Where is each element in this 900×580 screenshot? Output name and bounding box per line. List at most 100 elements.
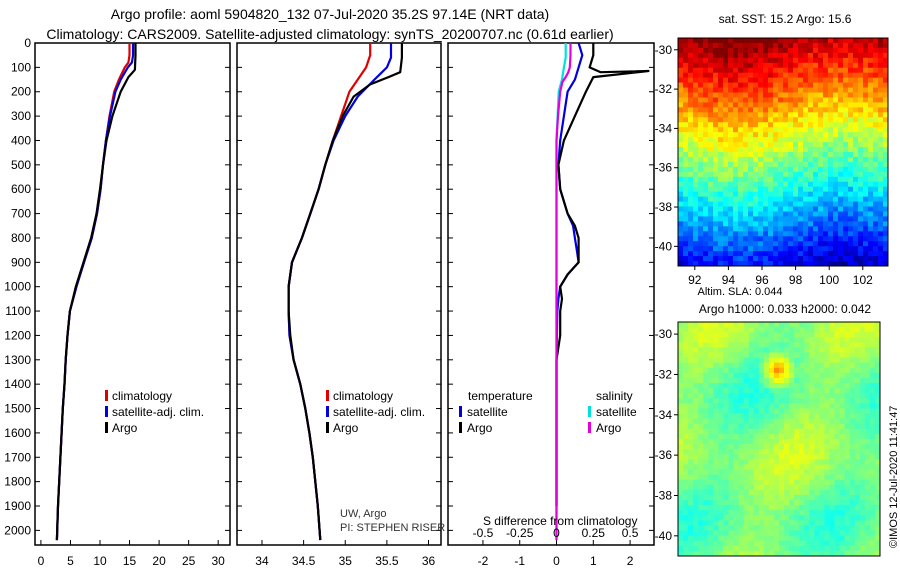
map-cell bbox=[863, 226, 869, 232]
map-cell bbox=[718, 408, 724, 414]
map-cell bbox=[803, 166, 809, 173]
map-cell bbox=[763, 484, 770, 491]
map-cell bbox=[758, 393, 765, 399]
map-cell bbox=[713, 352, 719, 359]
map-cell bbox=[763, 216, 769, 222]
map-cell bbox=[698, 236, 704, 242]
map-cell bbox=[683, 231, 689, 237]
map-cell bbox=[748, 256, 754, 262]
map-cell bbox=[733, 166, 739, 173]
map-cell bbox=[753, 241, 759, 247]
map-cell bbox=[728, 256, 734, 262]
map-cell bbox=[738, 439, 745, 445]
map-cell bbox=[854, 428, 861, 435]
map-cell bbox=[718, 156, 724, 163]
map-cell bbox=[703, 216, 709, 222]
map-cell bbox=[683, 241, 689, 247]
map-cell bbox=[819, 372, 825, 379]
map-cell bbox=[793, 52, 799, 59]
map-cell bbox=[849, 418, 856, 425]
map-cell bbox=[788, 47, 794, 54]
map-cell bbox=[773, 393, 780, 399]
map-cell bbox=[738, 408, 745, 414]
map-cell bbox=[743, 186, 749, 193]
map-cell bbox=[693, 137, 699, 143]
map-cell bbox=[728, 236, 734, 242]
map-cell bbox=[693, 107, 699, 113]
map-cell bbox=[823, 156, 829, 163]
sst-heatmap bbox=[678, 38, 889, 267]
map-cell bbox=[733, 112, 739, 118]
map-cell bbox=[808, 256, 814, 262]
map-cell bbox=[799, 489, 805, 496]
map-cell bbox=[868, 77, 874, 84]
map-cell bbox=[878, 62, 884, 69]
map-cell bbox=[849, 433, 856, 440]
map-cell bbox=[869, 413, 876, 420]
map-cell bbox=[818, 231, 824, 237]
map-cell bbox=[733, 241, 739, 247]
map-cell bbox=[678, 102, 684, 108]
map-cell bbox=[788, 122, 794, 128]
map-cell bbox=[864, 347, 871, 353]
map-cell bbox=[703, 454, 709, 460]
map-cell bbox=[779, 398, 785, 404]
map-cell bbox=[793, 57, 799, 64]
map-cell bbox=[794, 459, 800, 465]
map-cell bbox=[844, 352, 851, 359]
map-cell bbox=[688, 439, 694, 445]
map-cell bbox=[753, 377, 760, 384]
map-cell bbox=[678, 47, 684, 54]
map-cell bbox=[718, 494, 724, 501]
map-cell bbox=[723, 117, 729, 123]
map-cell bbox=[873, 38, 879, 44]
map-cell bbox=[829, 332, 835, 338]
map-cell bbox=[723, 494, 729, 501]
map-cell bbox=[713, 72, 719, 79]
map-cell bbox=[758, 413, 765, 420]
map-cell bbox=[814, 398, 820, 404]
map-cell bbox=[864, 372, 871, 379]
map-cell bbox=[688, 216, 694, 222]
map-cell bbox=[779, 545, 785, 552]
map-cell bbox=[833, 72, 839, 79]
map-cell bbox=[838, 226, 844, 232]
map-cell bbox=[863, 201, 869, 207]
map-cell bbox=[858, 82, 864, 88]
map-cell bbox=[824, 449, 830, 455]
map-cell bbox=[683, 398, 689, 404]
map-cell bbox=[683, 87, 689, 93]
map-cell bbox=[854, 327, 861, 333]
map-cell bbox=[799, 469, 805, 476]
map-cell bbox=[868, 246, 874, 252]
map-cell bbox=[708, 231, 714, 237]
map-cell bbox=[723, 484, 729, 491]
map-cell bbox=[683, 439, 689, 445]
map-cell bbox=[718, 166, 724, 173]
map-cell bbox=[818, 221, 824, 227]
map-cell bbox=[864, 423, 871, 430]
map-cell bbox=[838, 196, 844, 202]
map-cell bbox=[678, 38, 684, 44]
map-cell bbox=[713, 92, 719, 98]
map-cell bbox=[824, 469, 830, 476]
map-cell bbox=[763, 337, 770, 343]
map-cell bbox=[718, 256, 724, 262]
map-cell bbox=[803, 97, 809, 103]
map-cell bbox=[683, 107, 689, 113]
map-cell bbox=[773, 241, 779, 247]
map-cell bbox=[703, 42, 709, 49]
map-cell bbox=[733, 433, 739, 440]
map-cell bbox=[748, 408, 755, 414]
map-cell bbox=[728, 479, 734, 486]
map-cell bbox=[693, 226, 699, 232]
map-cell bbox=[853, 186, 859, 193]
map-cell bbox=[693, 206, 699, 212]
map-cell bbox=[824, 505, 830, 511]
map-cell bbox=[814, 403, 820, 409]
map-cell bbox=[683, 332, 689, 338]
sla-heatmap bbox=[678, 322, 881, 557]
map-cell bbox=[728, 322, 734, 328]
map-cell bbox=[698, 479, 704, 486]
map-cell bbox=[824, 413, 830, 420]
